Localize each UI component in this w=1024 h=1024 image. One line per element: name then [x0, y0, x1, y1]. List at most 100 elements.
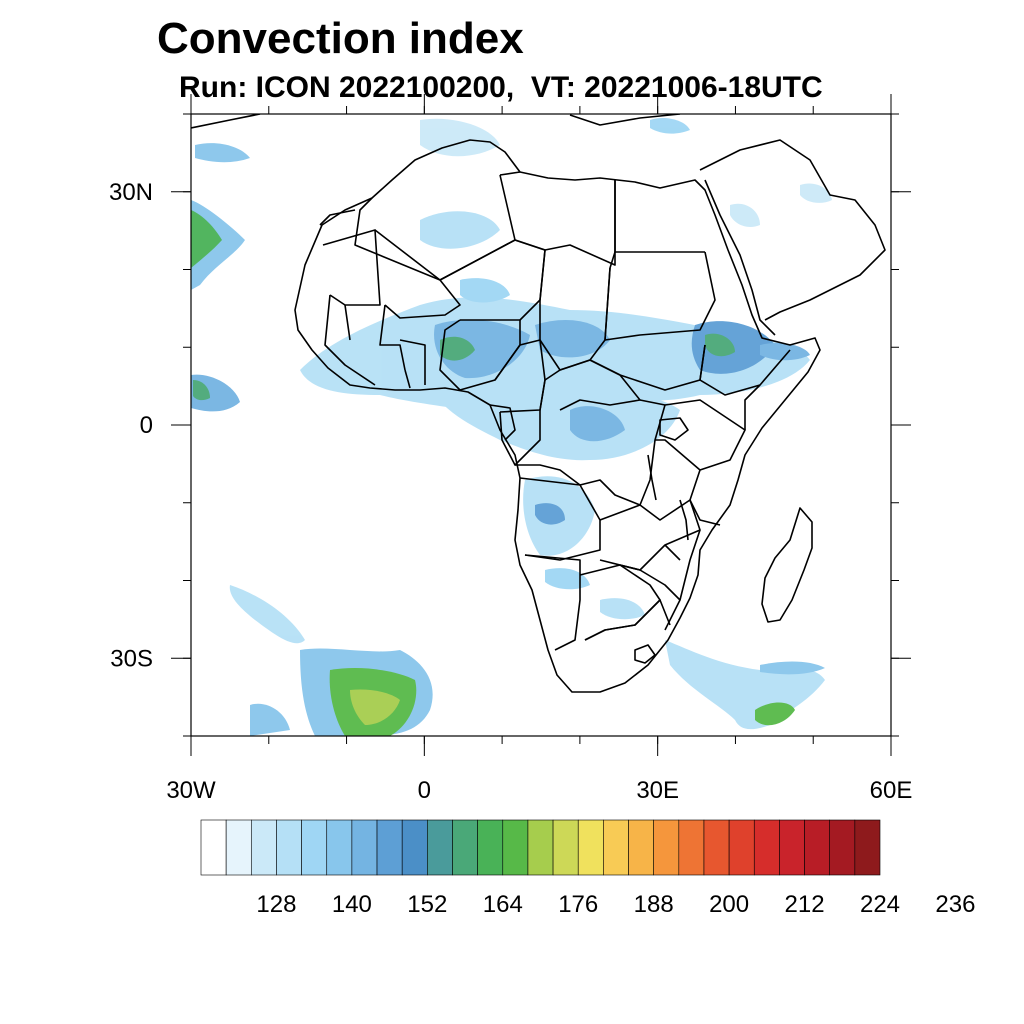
shade-angola-core [535, 503, 565, 525]
colorbar-swatch [502, 819, 529, 876]
shade-congo-core [570, 406, 625, 442]
colorbar-label: 212 [785, 891, 825, 918]
colorbar-label: 188 [634, 891, 674, 918]
shade-kalahari [545, 568, 590, 590]
shade-sw-corner [250, 703, 290, 736]
colorbar-swatch [477, 819, 504, 876]
border-cameroon [494, 339, 546, 413]
colorbar-swatch [200, 819, 227, 876]
colorbar-swatch [829, 819, 856, 876]
colorbar-swatch [301, 819, 328, 876]
mediterranean-north [569, 114, 681, 126]
border-sudan [604, 251, 716, 341]
arabian-coast [699, 139, 886, 321]
shade-botswana [600, 598, 645, 620]
colorbar-swatch [376, 819, 403, 876]
shade-horn [760, 343, 810, 361]
colorbar-label: 152 [407, 891, 447, 918]
colorbar-label: 176 [558, 891, 598, 918]
border-mali [374, 229, 461, 319]
lake-victoria [659, 417, 689, 441]
border-west-africa-1 [324, 294, 406, 386]
colorbar-swatch [527, 819, 554, 876]
colorbar-swatch [276, 819, 302, 876]
lake-tanganyika [647, 454, 657, 501]
colorbar-swatch [628, 819, 654, 876]
shade-atlantic-eq-core [193, 380, 210, 401]
border-south-africa [584, 599, 671, 641]
colorbar-swatch [653, 819, 680, 876]
border-mozambique [664, 529, 701, 631]
shade-s-atlantic-core2 [350, 689, 400, 725]
shade-gulf [800, 183, 832, 203]
chart-subtitle: Run: ICON 2022100200, VT: 20221006-18UTC [179, 71, 823, 104]
madagascar [761, 507, 813, 623]
border-ethiopia [699, 344, 791, 396]
border-zambia [599, 499, 701, 571]
iberia [191, 114, 261, 129]
border-namibia [524, 554, 581, 651]
shade-sahara-2 [420, 118, 500, 157]
colorbar-swatch [753, 819, 780, 876]
colorbar-swatch [603, 819, 629, 876]
shade-ethiopia-core [705, 333, 735, 357]
colorbar-swatch [678, 819, 705, 876]
coastlines-and-borders [191, 114, 886, 693]
convection-shading [191, 118, 832, 736]
colorbar-swatch [552, 819, 579, 876]
border-angola [519, 477, 601, 561]
border-east-africa [655, 399, 746, 526]
gulf-of-guinea-coast [489, 404, 516, 441]
lon-tick-label: 30W [166, 777, 216, 804]
colorbar-label: 224 [860, 891, 900, 918]
shade-atlantic-north-core [191, 210, 222, 268]
colorbar-label: 200 [709, 891, 749, 918]
colorbar-swatch [804, 819, 831, 876]
axis-ticks [171, 94, 911, 756]
shade-s-atlantic-band [229, 585, 305, 644]
colorbar-swatch [779, 819, 805, 876]
colorbar-label: 140 [332, 891, 372, 918]
border-algeria [354, 174, 516, 281]
colorbar-swatch [351, 819, 378, 876]
colorbar-label: 128 [256, 891, 296, 918]
colorbar-swatch [427, 819, 453, 876]
map-plot-area [191, 114, 891, 736]
colorbar-label: 164 [483, 891, 523, 918]
axis-labels: 30N 0 30S 30W 0 30E 60E [109, 179, 912, 804]
shade-sahara-3 [460, 278, 510, 303]
lat-tick-label: 0 [140, 412, 153, 439]
shade-chad [535, 320, 610, 358]
shade-arabia [730, 203, 760, 227]
lat-tick-label: 30N [109, 179, 153, 206]
colorbar: 128 140 152 164 176 188 200 212 224 236 [200, 819, 975, 918]
red-sea-east-coast [704, 179, 776, 336]
border-drc [515, 399, 666, 506]
shade-indian-ocean [760, 661, 825, 675]
lon-tick-label: 60E [870, 777, 913, 804]
colorbar-swatch [452, 819, 478, 876]
lon-tick-label: 30E [636, 777, 679, 804]
lat-tick-label: 30S [110, 645, 153, 672]
shade-nigeria-core [440, 336, 475, 361]
shade-atlantic-nw [195, 143, 250, 163]
border-mauritania [319, 209, 381, 306]
shade-sahara-1 [420, 211, 500, 249]
shade-agulhas-core [755, 702, 795, 726]
colorbar-label: 236 [935, 891, 975, 918]
border-car [539, 359, 641, 411]
lesotho [634, 644, 656, 664]
shade-med [650, 118, 690, 134]
border-somalia [744, 384, 761, 430]
colorbar-swatch [225, 819, 252, 876]
chart-title: Convection index [157, 14, 524, 63]
colorbar-swatch [250, 819, 277, 876]
colorbar-swatch [854, 819, 881, 876]
colorbar-swatch [326, 819, 353, 876]
africa-coastline [294, 139, 821, 693]
colorbar-swatch [703, 819, 730, 876]
lon-tick-label: 0 [418, 777, 431, 804]
border-ghana [399, 339, 426, 389]
border-zimbabwe [619, 564, 681, 601]
